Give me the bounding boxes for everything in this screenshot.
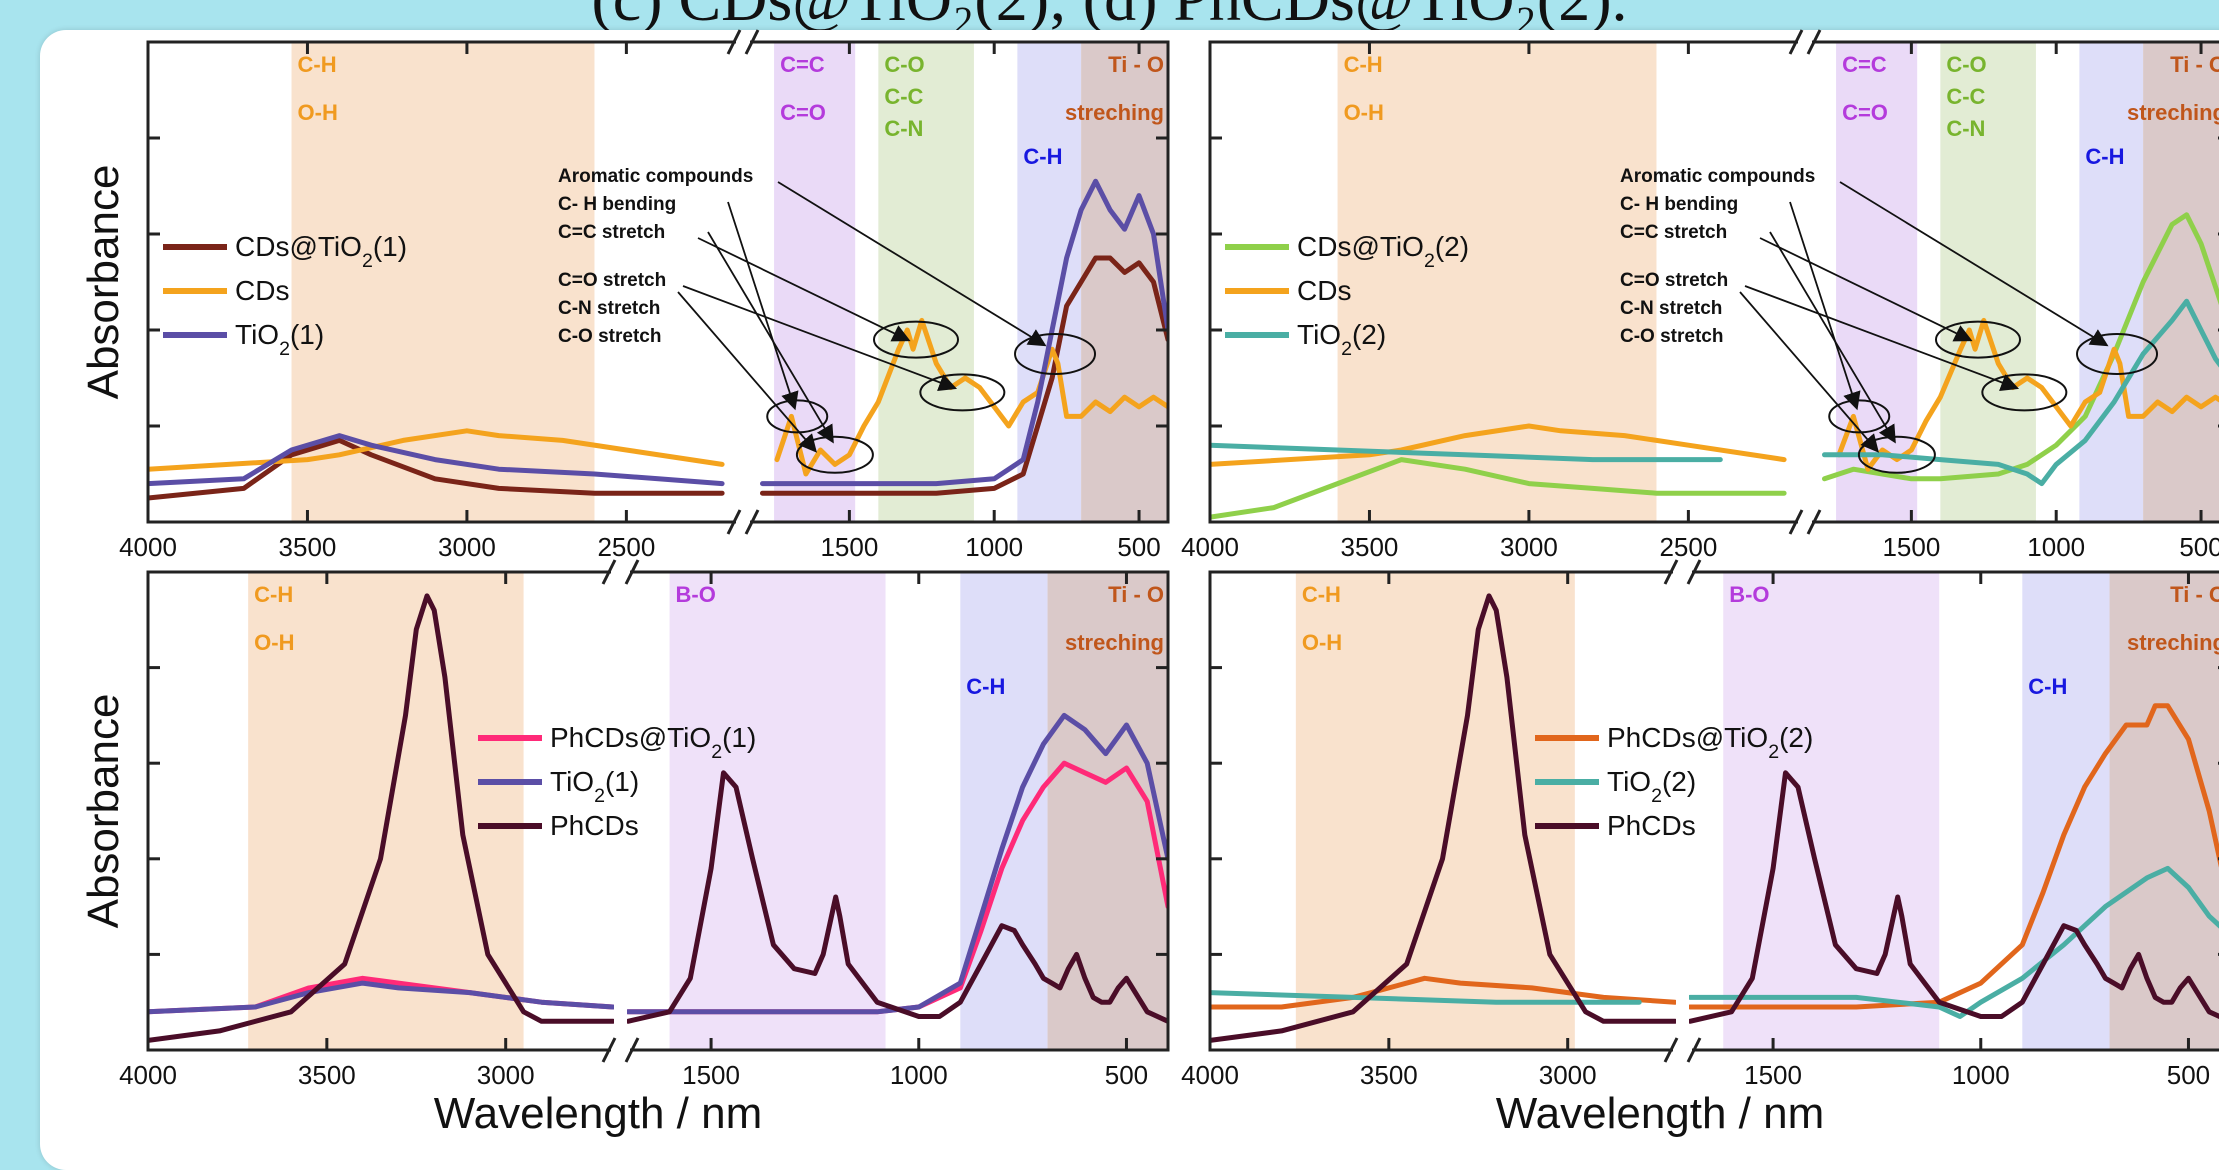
annotation-text: C=C stretch: [558, 222, 665, 243]
x-tick-label: 4000: [119, 1060, 177, 1090]
x-axis-title: Wavelength / nm: [1496, 1089, 1825, 1138]
x-tick-label: 1500: [682, 1060, 740, 1090]
band-label: C-O: [1946, 52, 1986, 77]
x-tick-label: 1500: [1744, 1060, 1802, 1090]
band-label: C-N: [1946, 116, 1985, 141]
annotation-text: C- H bending: [558, 194, 676, 215]
x-tick-label: 1000: [2027, 532, 2085, 562]
band-label: O-H: [1344, 100, 1384, 125]
x-tick-label: 500: [2179, 532, 2219, 562]
x-axis-title: Wavelength / nm: [434, 1089, 763, 1138]
spectra-figure: C-H O-H C=C C=O C-O C-C C-N C-H Ti - O streching 4…: [0, 0, 2219, 1143]
band-1: [1723, 572, 1939, 1050]
break-gap-1: [1673, 1042, 1692, 1058]
x-tick-label: 1500: [820, 532, 878, 562]
panel-c: C-H O-H C=C C=O C-O C-C C-N C-H Ti - O streching 4…: [1181, 30, 2219, 562]
band-label: streching: [2127, 630, 2219, 655]
x-tick-label: 3500: [1360, 1060, 1418, 1090]
legend-label: PhCDs: [550, 810, 639, 841]
band-label: O-H: [1302, 630, 1342, 655]
band-label: Ti - O: [2170, 52, 2219, 77]
panel-d: C-H O-H B-O C-H Ti - O streching 4000 3500 3000 1…: [1181, 560, 2219, 1138]
x-tick-label: 500: [1105, 1060, 1148, 1090]
x-tick-label: 3000: [1500, 532, 1558, 562]
axis-break-gap: [739, 44, 747, 520]
annotation-text: C-N stretch: [1620, 298, 1722, 319]
band-label: C-H: [1023, 144, 1062, 169]
annotation-text: Aromatic compounds: [558, 166, 753, 187]
x-tick-label: 500: [1117, 532, 1160, 562]
band-label: B-O: [676, 582, 716, 607]
band-1: [670, 572, 886, 1050]
band-label: Ti - O: [2170, 582, 2219, 607]
band-label: C-H: [254, 582, 293, 607]
annotation-text: Aromatic compounds: [1620, 166, 1815, 187]
annotation-text: C=O stretch: [558, 270, 666, 291]
band-label: B-O: [1729, 582, 1769, 607]
x-tick-label: 4000: [1181, 532, 1239, 562]
x-tick-label: 3000: [1539, 1060, 1597, 1090]
band-label: C-H: [1344, 52, 1383, 77]
band-label: C=C: [780, 52, 825, 77]
x-tick-label: 3500: [1341, 532, 1399, 562]
panel-a: C-H O-H C=C C=O C-O C-C C-N C-H Ti - O streching 4…: [79, 30, 1168, 562]
break-gap-0: [1673, 564, 1692, 580]
legend-label: CDs: [235, 275, 289, 306]
break-gap-0: [611, 564, 630, 580]
annotation-text: C=O stretch: [1620, 270, 1728, 291]
band-label: O-H: [298, 100, 338, 125]
band-label: C-H: [966, 674, 1005, 699]
break-gap-1: [611, 1042, 630, 1058]
band-label: streching: [1065, 100, 1164, 125]
band-label: C-H: [298, 52, 337, 77]
x-tick-label: 1500: [1882, 532, 1940, 562]
band-label: Ti - O: [1108, 582, 1164, 607]
x-tick-label: 3500: [279, 532, 337, 562]
x-tick-label: 2500: [1659, 532, 1717, 562]
band-label: C-H: [2028, 674, 2067, 699]
annotation-text: C-O stretch: [558, 326, 661, 347]
band-label: Ti - O: [1108, 52, 1164, 77]
annotation-text: C- H bending: [1620, 194, 1738, 215]
band-label: streching: [1065, 630, 1164, 655]
annotation-text: C-N stretch: [558, 298, 660, 319]
legend-label: CDs: [1297, 275, 1351, 306]
band-label: C-H: [2085, 144, 2124, 169]
band-label: C-O: [884, 52, 924, 77]
band-label: C=C: [1842, 52, 1887, 77]
band-label: streching: [2127, 100, 2219, 125]
band-label: C-C: [1946, 84, 1985, 109]
band-label: C-C: [884, 84, 923, 109]
x-tick-label: 3500: [298, 1060, 356, 1090]
x-tick-label: 1000: [1952, 1060, 2010, 1090]
x-tick-label: 3000: [438, 532, 496, 562]
band-label: O-H: [254, 630, 294, 655]
y-axis-title: Absorbance: [79, 165, 128, 400]
x-tick-label: 500: [2167, 1060, 2210, 1090]
x-tick-label: 4000: [1181, 1060, 1239, 1090]
band-2: [878, 42, 974, 522]
band-2: [1940, 42, 2036, 522]
axis-break-gap: [1801, 44, 1809, 520]
x-tick-label: 2500: [597, 532, 655, 562]
annotation-text: C-O stretch: [1620, 326, 1723, 347]
y-axis-title: Absorbance: [79, 694, 128, 929]
panel-b: C-H O-H B-O C-H Ti - O streching 4000 3500 3000 1…: [79, 560, 1168, 1138]
band-label: C-N: [884, 116, 923, 141]
annotation-text: C=C stretch: [1620, 222, 1727, 243]
x-tick-label: 1000: [965, 532, 1023, 562]
legend-label: PhCDs: [1607, 810, 1696, 841]
x-tick-label: 3000: [477, 1060, 535, 1090]
band-label: C=O: [780, 100, 826, 125]
x-tick-label: 1000: [890, 1060, 948, 1090]
band-label: C-H: [1302, 582, 1341, 607]
band-label: C=O: [1842, 100, 1888, 125]
x-tick-label: 4000: [119, 532, 177, 562]
